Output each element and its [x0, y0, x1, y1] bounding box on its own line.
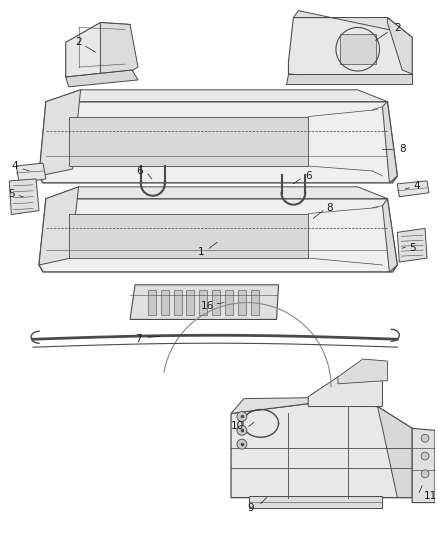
Polygon shape — [16, 163, 46, 183]
Polygon shape — [161, 290, 169, 314]
Polygon shape — [308, 377, 382, 407]
Polygon shape — [9, 179, 39, 215]
Text: 2: 2 — [394, 23, 401, 34]
Polygon shape — [238, 290, 246, 314]
Polygon shape — [382, 102, 397, 183]
Polygon shape — [130, 285, 279, 319]
Text: 1: 1 — [198, 247, 205, 257]
Circle shape — [237, 439, 247, 449]
Polygon shape — [225, 290, 233, 314]
Text: 11: 11 — [424, 491, 437, 500]
Polygon shape — [293, 11, 412, 37]
Text: 10: 10 — [230, 422, 244, 431]
Polygon shape — [231, 397, 382, 414]
Polygon shape — [187, 290, 194, 314]
Polygon shape — [212, 290, 220, 314]
Polygon shape — [286, 74, 412, 84]
Text: 16: 16 — [201, 301, 214, 311]
Polygon shape — [39, 90, 81, 176]
Circle shape — [421, 470, 429, 478]
Text: 6: 6 — [305, 171, 311, 181]
Text: 5: 5 — [8, 189, 14, 199]
Circle shape — [421, 452, 429, 460]
Polygon shape — [388, 18, 412, 74]
Polygon shape — [338, 359, 388, 384]
Text: 8: 8 — [399, 144, 406, 154]
Polygon shape — [100, 22, 138, 82]
Polygon shape — [397, 181, 429, 197]
Polygon shape — [378, 407, 412, 498]
Polygon shape — [173, 290, 181, 314]
Circle shape — [421, 434, 429, 442]
Polygon shape — [39, 102, 397, 183]
Polygon shape — [39, 187, 78, 265]
Text: 8: 8 — [327, 203, 333, 213]
Text: 6: 6 — [137, 166, 143, 176]
Circle shape — [237, 411, 247, 422]
Text: 7: 7 — [134, 334, 141, 344]
Polygon shape — [231, 403, 412, 498]
Text: 9: 9 — [247, 503, 254, 513]
Polygon shape — [39, 199, 397, 272]
Polygon shape — [340, 35, 375, 64]
Text: 4: 4 — [414, 181, 420, 191]
Polygon shape — [148, 290, 156, 314]
Polygon shape — [289, 18, 412, 82]
Polygon shape — [66, 70, 138, 87]
Polygon shape — [412, 429, 435, 503]
Polygon shape — [199, 290, 207, 314]
Polygon shape — [46, 187, 388, 199]
Text: 4: 4 — [12, 161, 18, 171]
Polygon shape — [66, 22, 132, 82]
Text: 5: 5 — [409, 243, 416, 253]
Polygon shape — [397, 229, 427, 262]
Polygon shape — [69, 214, 308, 258]
Text: 2: 2 — [75, 37, 82, 47]
Circle shape — [237, 425, 247, 435]
Polygon shape — [251, 290, 259, 314]
Polygon shape — [46, 90, 388, 102]
Polygon shape — [69, 117, 308, 166]
Polygon shape — [249, 496, 382, 507]
Polygon shape — [382, 199, 397, 272]
